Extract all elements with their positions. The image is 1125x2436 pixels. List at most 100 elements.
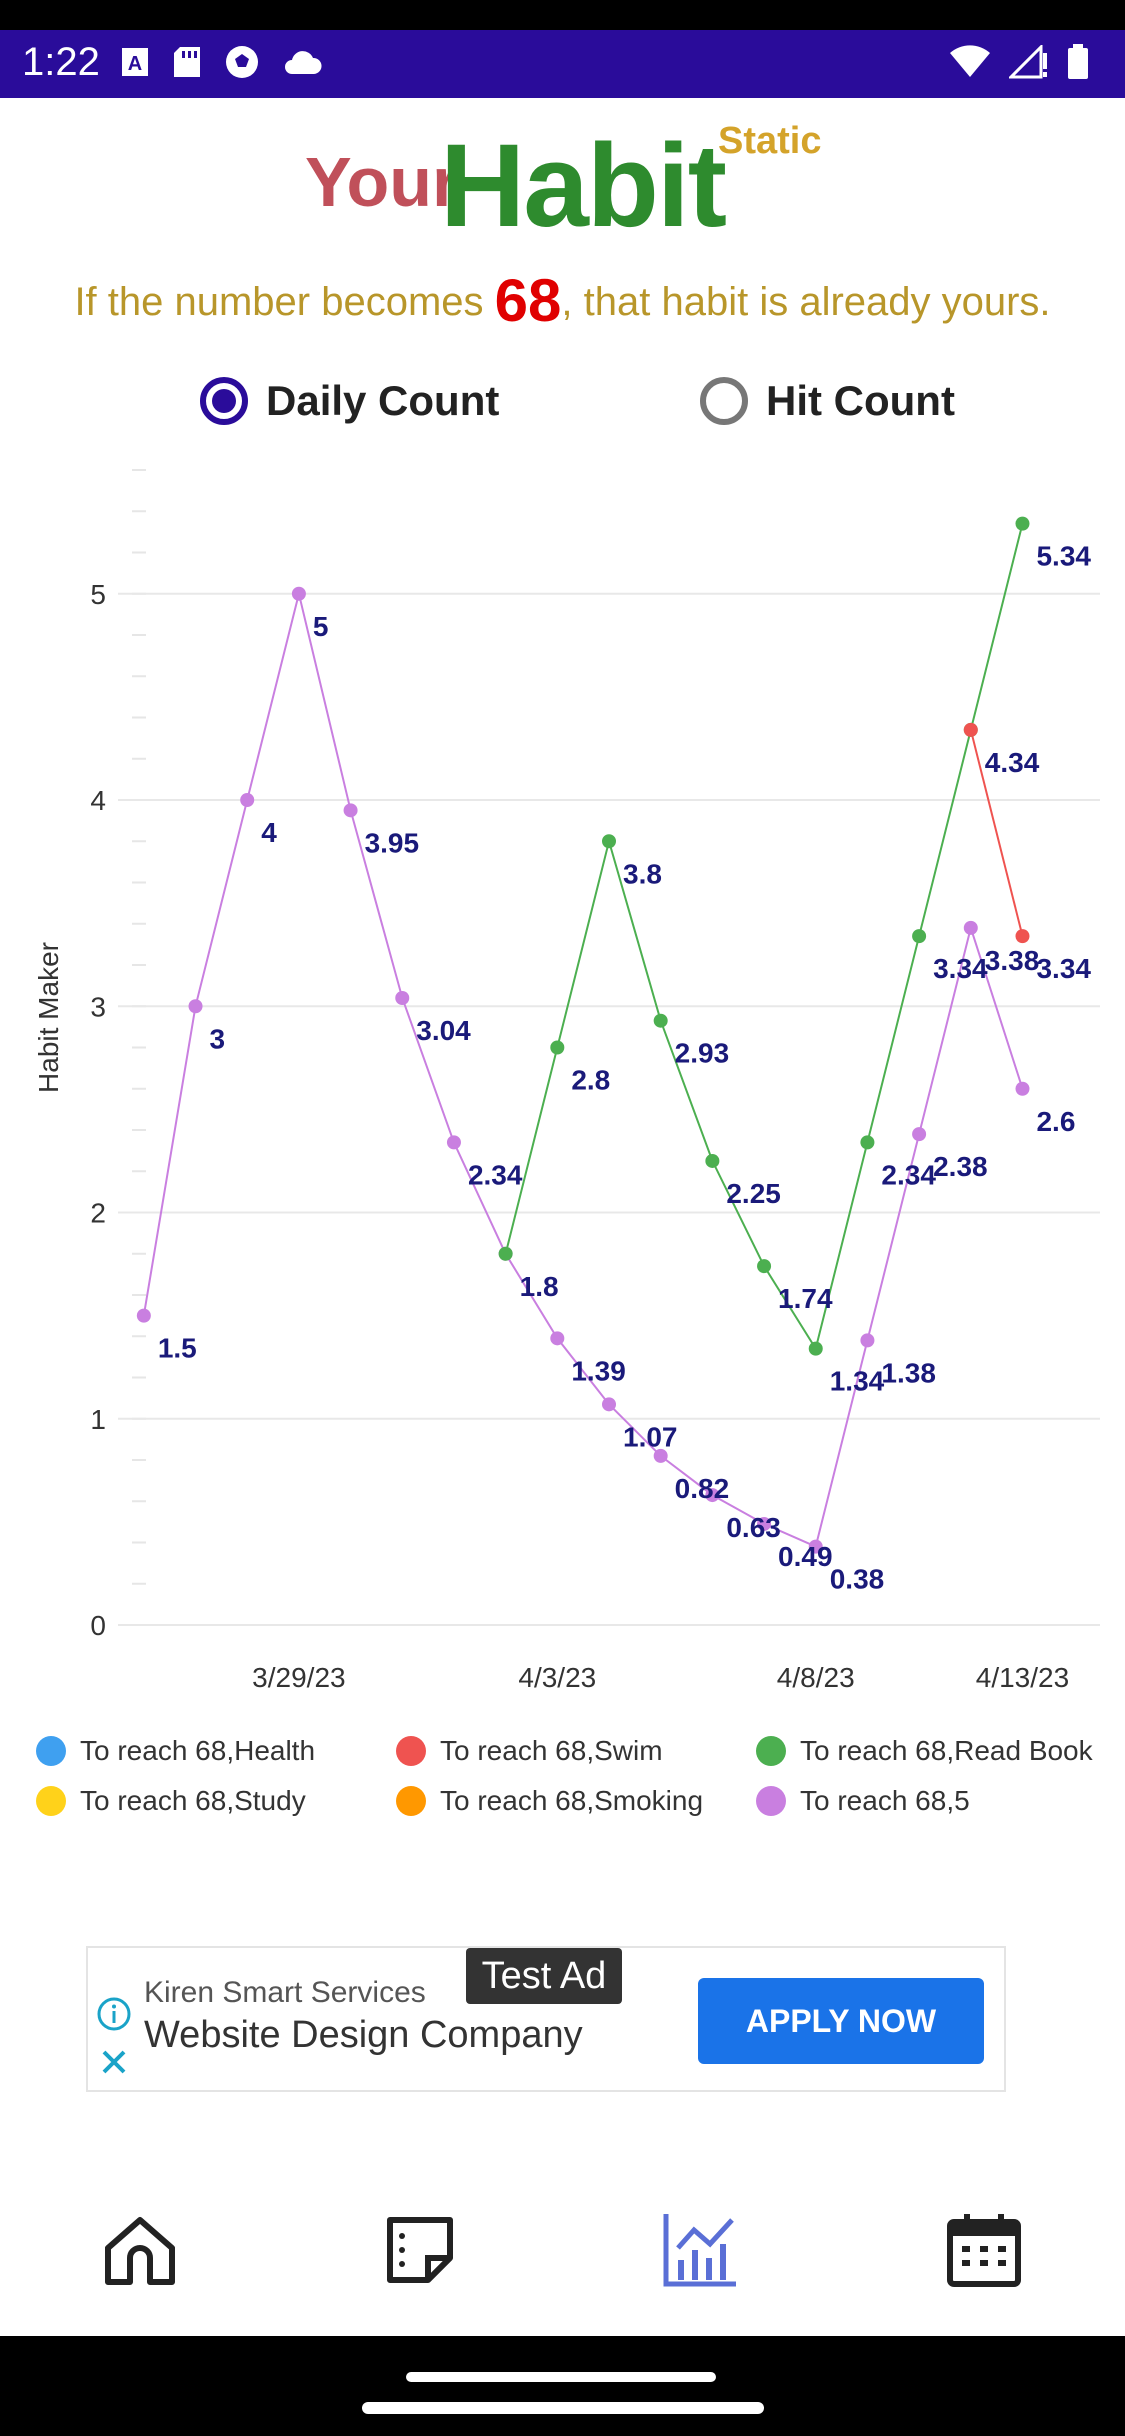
data-point	[757, 1259, 772, 1274]
data-label: 5	[313, 611, 329, 642]
data-label: 2.25	[726, 1178, 781, 1209]
ad-apply-now-button[interactable]: APPLY NOW	[698, 1978, 984, 2064]
cloud-icon	[285, 51, 322, 74]
data-point	[240, 793, 255, 807]
series-line	[504, 523, 1024, 1352]
data-point	[602, 1397, 616, 1412]
data-label: 5.34	[1036, 541, 1091, 572]
system-nav-bar	[0, 2336, 1125, 2436]
data-label: 0.49	[778, 1541, 833, 1572]
app-title: Your Habit Static	[0, 118, 1125, 252]
legend-swatch-read-book	[756, 1736, 786, 1766]
legend-swatch-swim	[396, 1736, 426, 1766]
legend-item-health: To reach 68,Health	[36, 1735, 315, 1767]
data-label: 1.5	[158, 1333, 197, 1364]
title-static: Static	[718, 120, 822, 162]
data-label: 0.82	[675, 1473, 730, 1504]
tagline-number: 68	[494, 267, 562, 334]
legend-label-health: To reach 68,Health	[80, 1735, 316, 1766]
y-tick-label: 0	[90, 1610, 106, 1641]
title-habit: Habit	[440, 120, 727, 252]
tagline-before: If the number becomes	[74, 280, 495, 324]
data-label: 3.95	[365, 827, 420, 858]
data-point	[808, 1539, 823, 1554]
ad-info-icon[interactable]	[96, 1996, 132, 2032]
data-label: 1.39	[571, 1355, 626, 1386]
legend-swatch-health	[36, 1736, 66, 1766]
data-label: 2.34	[881, 1159, 936, 1190]
habit-line-chart: 0 1 2 3 4 5 Habit Maker 3/29/23 4/3/23 4/8/23 4/13…	[33, 469, 1100, 1693]
nav-chart-button[interactable]	[640, 2190, 760, 2310]
nav-home-button[interactable]	[80, 2190, 200, 2310]
radio-hit-count-label: Hit Count	[766, 377, 955, 424]
radio-daily-count-label: Daily Count	[266, 377, 500, 424]
data-point	[963, 722, 978, 737]
data-label: 1.38	[881, 1357, 936, 1388]
data-point	[757, 1516, 772, 1531]
legend-label-5: To reach 68,5	[800, 1785, 970, 1816]
legend-swatch-smoking	[396, 1786, 426, 1816]
x-tick-label: 4/8/23	[777, 1662, 855, 1693]
data-point	[1015, 929, 1030, 944]
y-tick-label: 2	[90, 1198, 106, 1229]
y-tick-label: 3	[90, 991, 106, 1022]
data-point	[963, 920, 978, 935]
data-point	[498, 1246, 513, 1261]
legend-label-swim: To reach 68,Swim	[440, 1735, 663, 1766]
data-label: 2.6	[1036, 1106, 1075, 1137]
data-point	[550, 1040, 565, 1055]
data-point	[343, 803, 358, 818]
radio-daily-count[interactable]: Daily Count	[200, 368, 499, 434]
data-point	[550, 1331, 565, 1346]
x-tick-label: 3/29/23	[252, 1662, 345, 1693]
data-label: 2.34	[468, 1159, 523, 1190]
soccer-ball-icon	[226, 46, 258, 78]
data-point	[860, 1333, 875, 1348]
radio-hit-count-indicator[interactable]	[700, 377, 748, 425]
tagline-after: , that habit is already yours.	[561, 280, 1051, 324]
legend-item-study: To reach 68,Study	[36, 1785, 306, 1817]
data-point	[446, 1135, 461, 1150]
data-label: 3.34	[933, 953, 988, 984]
notes-icon	[387, 2217, 453, 2283]
status-bar: 1:22 A	[0, 30, 1125, 98]
data-label: 0.38	[830, 1564, 885, 1595]
legend-label-read-book: To reach 68,Read Book	[800, 1735, 1093, 1766]
data-point	[291, 586, 306, 601]
data-point	[860, 1135, 875, 1150]
data-point	[912, 1127, 927, 1142]
top-edge	[0, 0, 1125, 30]
gesture-handle[interactable]	[362, 2402, 764, 2414]
y-tick-label: 5	[90, 579, 106, 610]
signal-icon	[1009, 45, 1047, 79]
nav-calendar-button[interactable]	[924, 2190, 1044, 2310]
tagline: If the number becomes 68, that habit is …	[0, 266, 1125, 335]
keyboard-a-icon: A	[122, 48, 148, 76]
legend-item-swim: To reach 68,Swim	[396, 1735, 663, 1767]
data-label: 1.8	[520, 1271, 559, 1302]
data-point	[653, 1448, 668, 1463]
legend-label-smoking: To reach 68,Smoking	[440, 1785, 704, 1816]
nav-notes-button[interactable]	[360, 2190, 480, 2310]
battery-icon	[1068, 44, 1088, 79]
ad-headline: Website Design Company	[144, 2014, 583, 2056]
test-ad-badge: Test Ad	[466, 1948, 622, 2004]
status-time: 1:22	[22, 40, 100, 84]
data-label: 4.34	[985, 747, 1040, 778]
series-line	[969, 729, 1024, 937]
legend-item-5: To reach 68,5	[756, 1785, 970, 1817]
data-label: 3.8	[623, 858, 662, 889]
calendar-icon	[947, 2214, 1021, 2287]
radio-hit-count[interactable]: Hit Count	[700, 368, 955, 434]
svg-text:A: A	[128, 53, 142, 75]
wifi-icon	[950, 45, 990, 77]
ad-advertiser: Kiren Smart Services	[144, 1976, 426, 2009]
ad-close-icon[interactable]	[96, 2044, 132, 2080]
data-point	[705, 1153, 720, 1168]
y-tick-label: 4	[90, 785, 106, 816]
radio-daily-count-indicator[interactable]	[200, 377, 248, 425]
legend-swatch-study	[36, 1786, 66, 1816]
data-point	[188, 999, 203, 1014]
y-axis-title: Habit Maker	[33, 942, 64, 1093]
data-point	[705, 1488, 720, 1503]
